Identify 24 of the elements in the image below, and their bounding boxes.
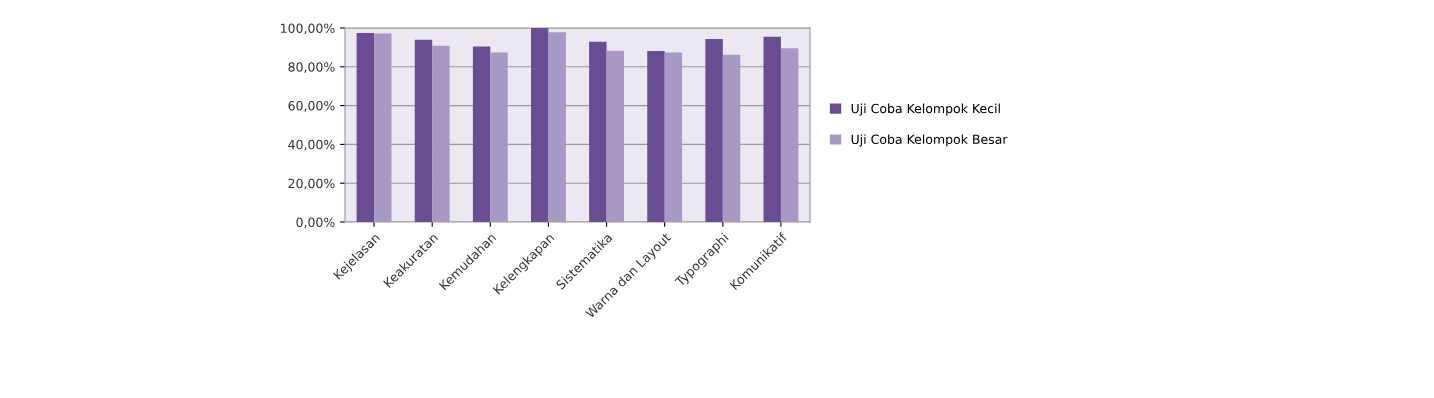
bar bbox=[780, 48, 799, 222]
bar bbox=[664, 52, 683, 222]
legend-label: Uji Coba Kelompok Kecil bbox=[851, 103, 1000, 116]
y-tick-label: 100,00% bbox=[281, 23, 335, 35]
y-tick-label: 60,00% bbox=[288, 101, 335, 112]
bar bbox=[432, 45, 450, 222]
bar bbox=[374, 33, 392, 222]
bar bbox=[705, 39, 723, 222]
bar bbox=[606, 50, 624, 222]
y-tick-label: 80,00% bbox=[288, 62, 335, 73]
bar bbox=[548, 32, 566, 222]
y-tick-label: 40,00% bbox=[288, 139, 335, 151]
bar bbox=[589, 41, 607, 222]
bar bbox=[490, 52, 508, 222]
bar bbox=[472, 46, 491, 222]
bar bbox=[414, 39, 433, 222]
legend-label: Uji Coba Kelompok Besar bbox=[851, 134, 1008, 147]
y-tick-label: 0,00% bbox=[296, 217, 335, 229]
bar bbox=[763, 36, 781, 222]
bar bbox=[647, 51, 665, 222]
bar bbox=[722, 54, 741, 222]
bar bbox=[356, 33, 375, 222]
y-tick-label: 20,00% bbox=[288, 178, 335, 190]
bar bbox=[531, 28, 549, 222]
